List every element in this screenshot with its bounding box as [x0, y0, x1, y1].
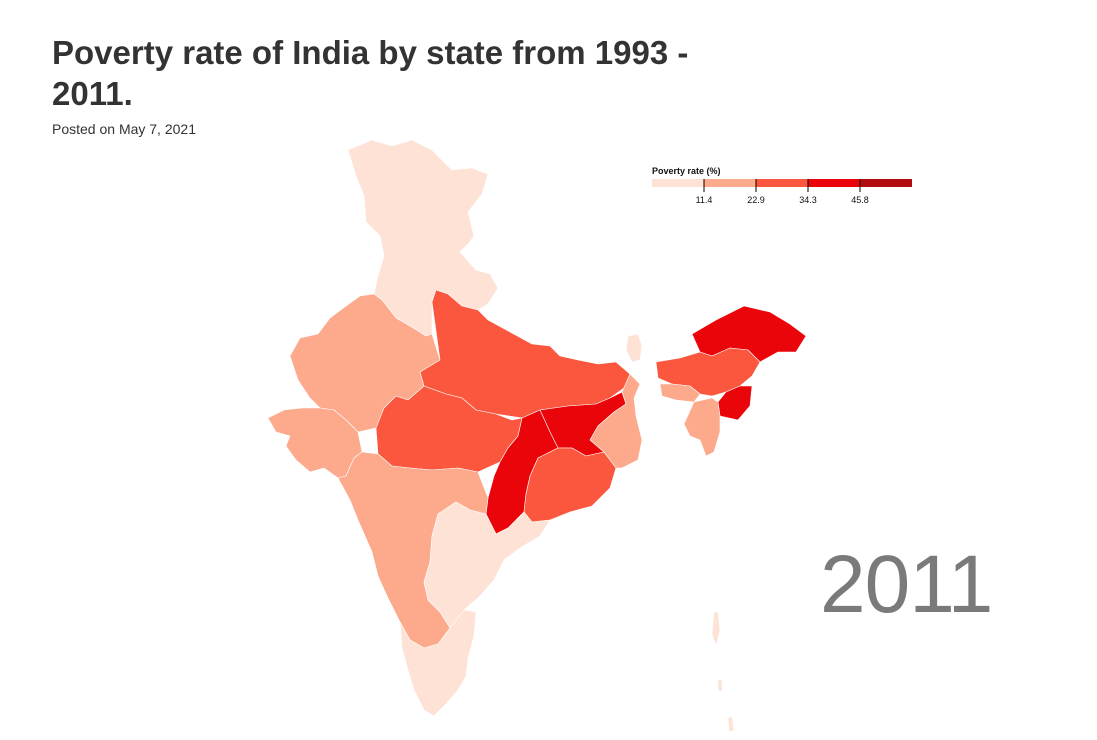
legend-label-2: 22.9 — [747, 195, 765, 205]
meghalaya-region — [659, 383, 701, 403]
mizoram-tripura-region — [683, 397, 721, 457]
legend-swatch-3 — [756, 179, 808, 187]
posted-date: Posted on May 7, 2021 — [52, 121, 196, 137]
legend-label-1: 11.4 — [696, 195, 713, 205]
rajasthan-west-region — [289, 293, 441, 433]
odisha-region — [523, 447, 617, 523]
page-title: Poverty rate of India by state from 1993… — [52, 34, 689, 112]
sikkim-region — [625, 333, 643, 363]
legend-swatch-1 — [652, 179, 704, 187]
map-regions — [267, 139, 807, 733]
west-bengal-region — [589, 373, 643, 469]
year-label: 2011 — [820, 539, 993, 630]
legend-title: Poverty rate (%) — [652, 166, 721, 176]
andaman-region — [711, 611, 735, 733]
legend-label-4: 45.8 — [851, 195, 869, 205]
legend-label-3: 34.3 — [799, 195, 817, 205]
andhra-region — [423, 501, 551, 629]
south-tip-region — [399, 609, 477, 717]
legend-swatch-2 — [704, 179, 756, 187]
legend-swatch-4 — [808, 179, 860, 187]
map-legend: Poverty rate (%) 11.4 22.9 34.3 45.8 — [652, 166, 912, 205]
legend-swatch-5 — [860, 179, 912, 187]
